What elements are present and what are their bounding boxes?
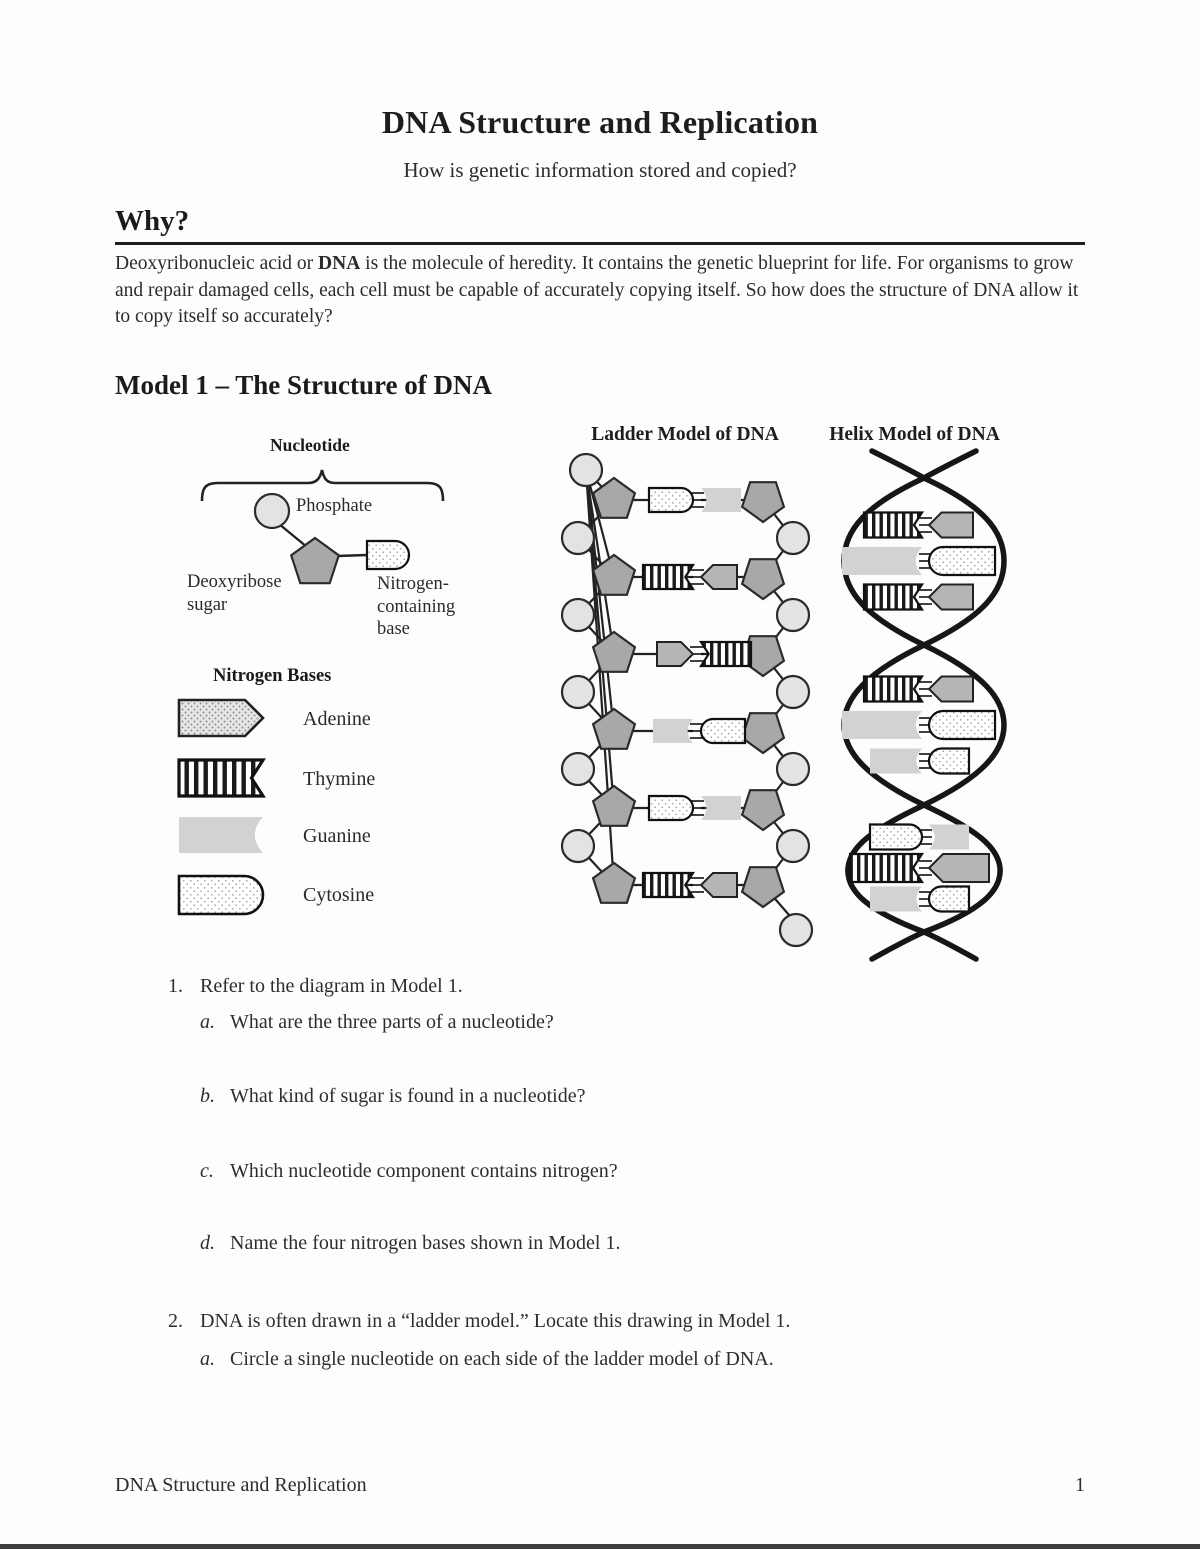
question-1d: d. Name the four nitrogen bases shown in…	[115, 1232, 1095, 1255]
helix-model-diagram	[841, 448, 1007, 962]
question-2a: a. Circle a single nucleotide on each si…	[115, 1348, 1095, 1371]
question-1b: b. What kind of sugar is found in a nucl…	[115, 1085, 1095, 1108]
question-letter: d.	[200, 1232, 215, 1254]
helix-model-title: Helix Model of DNA	[829, 424, 1000, 445]
why-text-after: is the molecule of heredity. It contains…	[115, 253, 1079, 328]
scan-edge-bar	[0, 1544, 1200, 1549]
why-text-before: Deoxyribonucleic acid or	[115, 253, 319, 274]
question-text: Which nucleotide component contains nitr…	[230, 1160, 618, 1182]
question-text: What kind of sugar is found in a nucleot…	[230, 1085, 586, 1107]
question-number: 1.	[168, 975, 183, 997]
thymine-icon	[177, 758, 266, 798]
why-paragraph: Deoxyribonucleic acid or DNA is the mole…	[115, 251, 1085, 331]
page-subtitle: How is genetic information stored and co…	[403, 158, 797, 182]
question-letter: a.	[200, 1011, 215, 1033]
page-footer: DNA Structure and Replication 1	[115, 1474, 1085, 1497]
model1-heading: Model 1 – The Structure of DNA	[115, 370, 492, 400]
ladder-model-title: Ladder Model of DNA	[591, 424, 779, 445]
ladder-model-diagram	[560, 452, 814, 948]
why-text-bold: DNA	[318, 253, 361, 274]
question-letter: c.	[200, 1160, 214, 1182]
question-number: 2.	[168, 1310, 183, 1332]
legend-label: Cytosine	[303, 883, 375, 906]
legend-item-guanine: Guanine	[175, 813, 371, 859]
cytosine-icon	[177, 874, 265, 916]
legend-label: Guanine	[303, 824, 371, 847]
question-1: 1. Refer to the diagram in Model 1.	[115, 975, 1095, 998]
guanine-icon	[179, 817, 263, 853]
question-1a: a. What are the three parts of a nucleot…	[115, 1011, 1095, 1034]
why-heading: Why?	[115, 205, 190, 237]
question-1c: c. Which nucleotide component contains n…	[115, 1160, 1095, 1183]
why-section: Why? Deoxyribonucleic acid or DNA is the…	[115, 205, 1085, 331]
deoxyribose-sugar-label: Deoxyribose sugar	[187, 572, 282, 615]
adenine-icon	[177, 698, 265, 738]
footer-title: DNA Structure and Replication	[115, 1474, 367, 1496]
question-text: Circle a single nucleotide on each side …	[230, 1348, 774, 1370]
question-letter: b.	[200, 1085, 215, 1107]
page-title: DNA Structure and Replication	[381, 104, 819, 140]
nitrogen-base-label: Nitrogen-containing base	[377, 574, 456, 640]
phosphate-label: Phosphate	[296, 496, 373, 516]
nitrogen-bases-legend: Nitrogen Bases Adenine Thymine Guanine C…	[175, 662, 505, 922]
questions-section: 1. Refer to the diagram in Model 1. a. W…	[115, 975, 1095, 1371]
section-rule	[115, 242, 1085, 245]
question-text: What are the three parts of a nucleotide…	[230, 1011, 554, 1033]
nucleotide-label: Nucleotide	[270, 435, 350, 455]
legend-item-cytosine: Cytosine	[175, 872, 374, 918]
question-text: Name the four nitrogen bases shown in Mo…	[230, 1232, 621, 1254]
legend-label: Thymine	[303, 767, 376, 790]
legend-heading: Nitrogen Bases	[213, 666, 332, 686]
legend-item-adenine: Adenine	[175, 696, 371, 742]
footer-page-number: 1	[1075, 1474, 1085, 1496]
nucleotide-shapes	[200, 469, 445, 585]
question-text: DNA is often drawn in a “ladder model.” …	[200, 1310, 791, 1332]
question-letter: a.	[200, 1348, 215, 1370]
question-2: 2. DNA is often drawn in a “ladder model…	[115, 1310, 1095, 1333]
legend-item-thymine: Thymine	[175, 756, 375, 802]
nucleotide-diagram: Nucleotide Phosphate Deoxyribose sugar N…	[175, 435, 475, 650]
question-text: Refer to the diagram in Model 1.	[200, 975, 463, 997]
legend-label: Adenine	[303, 707, 371, 730]
